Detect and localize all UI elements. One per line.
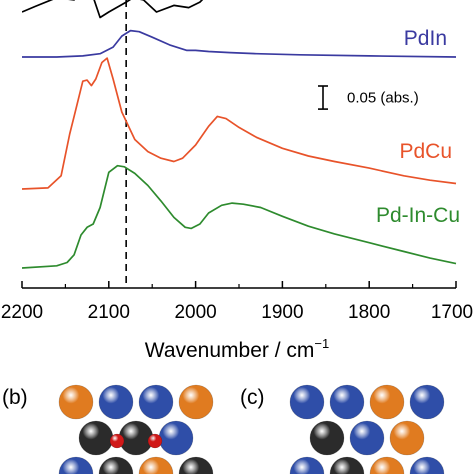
panel-b-atom-blue <box>58 456 94 474</box>
series-line-pdin <box>22 29 457 58</box>
scale-bar: 0.05 (abs.) <box>318 85 419 110</box>
panel-b-atoms <box>58 384 214 474</box>
scale-bar-label: 0.05 (abs.) <box>347 90 419 107</box>
series-labels: PdIn PdCu Pd-In-Cu <box>376 27 460 227</box>
x-tick-label: 1800 <box>348 302 390 323</box>
panel-b-atom-orange <box>58 384 94 420</box>
series-label-pdin: PdIn <box>404 27 447 50</box>
x-tick-label: 2200 <box>1 302 43 323</box>
panel-b-atom-blue <box>158 420 194 456</box>
ir-spectrum-chart: PdIn PdCu Pd-In-Cu 0.05 (abs.) 2200 2100 200… <box>1 0 473 362</box>
x-axis: 2200 2100 2000 1900 1800 1700 <box>1 281 473 323</box>
series-layer <box>22 0 457 269</box>
series-label-pdcu: PdCu <box>399 140 452 163</box>
panel-c-atom-blue <box>329 384 365 420</box>
panel-b-atom-black <box>98 456 134 474</box>
panel-c-atoms <box>289 384 445 474</box>
x-tick-label: 1700 <box>431 302 473 323</box>
panel-c-atom-black <box>309 420 345 456</box>
panel-b-atom-black <box>118 420 154 456</box>
series-line-pd-in-cu <box>22 164 457 269</box>
panel-b-atom-black <box>178 456 214 474</box>
panel-c-atom-blue <box>289 384 325 420</box>
series-line-top <box>22 0 204 19</box>
structure-panel-c: (c) <box>240 384 445 474</box>
x-tick-label: 1900 <box>261 302 303 323</box>
x-tick-label: 2000 <box>174 302 216 323</box>
co-adsorbate-sphere <box>147 433 163 449</box>
panel-c-atom-orange <box>369 456 405 474</box>
panel-b-atom-blue <box>138 384 174 420</box>
x-axis-label-superscript: −1 <box>314 336 329 351</box>
panel-b-atom-orange <box>138 456 174 474</box>
panel-b-atom-black <box>78 420 114 456</box>
series-line-pdcu <box>22 57 457 190</box>
panel-b-co-adsorbates <box>109 433 163 449</box>
panel-c-atom-blue <box>289 456 325 474</box>
panel-c-atom-blue <box>409 384 445 420</box>
panel-b-label: (b) <box>2 386 28 409</box>
x-tick-label: 2100 <box>88 302 130 323</box>
series-label-pd-in-cu: Pd-In-Cu <box>376 204 460 227</box>
panel-c-atom-orange <box>369 384 405 420</box>
co-adsorbate-sphere <box>109 433 125 449</box>
panel-c-atom-orange <box>389 420 425 456</box>
panel-c-label: (c) <box>240 386 265 409</box>
panel-c-atom-black <box>329 456 365 474</box>
structure-panel-b: (b) <box>2 384 214 474</box>
x-axis-label: Wavenumber / cm−1 <box>145 336 329 362</box>
panel-b-atom-orange <box>178 384 214 420</box>
panel-c-atom-blue <box>349 420 385 456</box>
panel-c-atom-blue <box>409 456 445 474</box>
panel-b-atom-blue <box>98 384 134 420</box>
